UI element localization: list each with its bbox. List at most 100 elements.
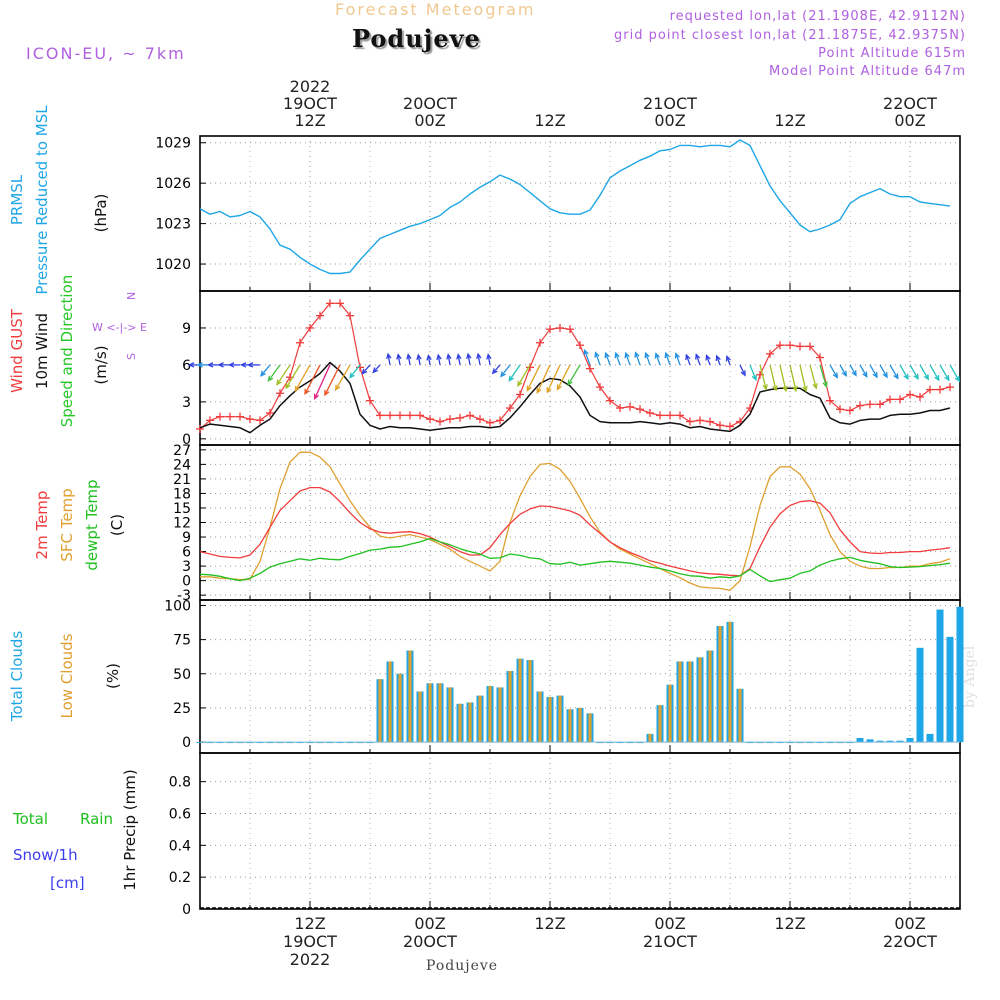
wind-arrow-head <box>725 355 731 362</box>
low-cloud-bar <box>508 671 512 743</box>
low-cloud-bar <box>538 691 542 743</box>
wind-arrow <box>716 355 721 366</box>
wind-arrow <box>645 352 651 366</box>
gust-marker <box>556 323 564 332</box>
low-cloud-bars <box>378 621 742 743</box>
wind-arrow-head <box>207 362 214 368</box>
gust-marker <box>606 396 614 405</box>
time-label-bottom: 00Z <box>654 914 685 933</box>
wind-arrow-head <box>294 385 301 392</box>
wind-arrow-head <box>508 375 514 382</box>
low-cloud-bar <box>588 713 592 743</box>
wind-arrow <box>909 364 919 380</box>
wind-arrow <box>899 364 909 380</box>
wind-arrow <box>839 364 847 377</box>
gust-marker <box>816 353 824 362</box>
wind-arrow-head <box>416 353 422 361</box>
wind-arrow <box>324 364 341 396</box>
low-cloud-bar <box>718 625 722 743</box>
gust-marker <box>256 416 264 425</box>
label-2m-temp: 2m Temp <box>33 491 51 560</box>
total-cloud-bar <box>896 740 904 743</box>
gust-marker <box>266 408 274 417</box>
wind-arrow-head <box>903 373 909 381</box>
y-tick-label: 50 <box>173 667 191 683</box>
gust-marker <box>376 411 384 420</box>
wind-arrow <box>260 364 271 377</box>
gust-marker <box>396 411 404 420</box>
gust-marker <box>276 389 284 398</box>
gust-marker <box>496 416 504 425</box>
gust-marker <box>246 415 254 424</box>
gust-marker <box>416 411 424 420</box>
wind-arrow <box>447 354 451 366</box>
wind-arrow <box>387 353 391 366</box>
wind-arrow <box>268 364 281 382</box>
wind-arrow <box>739 364 746 376</box>
gust-marker <box>936 385 944 394</box>
wind-arrow <box>889 364 899 379</box>
wind-arrow-head <box>361 368 368 375</box>
wind-arrow <box>625 352 631 366</box>
wind-arrow <box>695 354 701 366</box>
gust-marker <box>436 417 444 426</box>
wind-arrow <box>705 355 711 366</box>
gust-marker <box>336 299 344 308</box>
low-cloud-bar <box>398 673 402 743</box>
wind-arrow-head <box>772 385 778 392</box>
gust-marker <box>846 406 854 415</box>
gust-marker <box>776 341 784 350</box>
label-snow: Snow/1h <box>13 846 78 864</box>
time-label-top: 00Z <box>414 111 445 130</box>
gust-marker <box>656 411 664 420</box>
time-label-bottom: 00Z <box>894 914 925 933</box>
sfc-temp-line <box>200 451 951 591</box>
low-cloud-bar <box>518 658 522 743</box>
low-cloud-bar <box>498 687 502 743</box>
low-cloud-bar <box>468 702 472 743</box>
wind-arrow-head <box>812 383 818 390</box>
wind-arrow <box>859 364 868 377</box>
wind-arrow <box>655 353 661 366</box>
wind-arrow-head <box>893 373 899 380</box>
wind-arrow-head <box>349 372 355 379</box>
wind-arrow <box>427 355 431 366</box>
wind-arrow <box>949 364 960 382</box>
total-cloud-bar <box>936 609 944 743</box>
wind-arrow-head <box>695 353 701 360</box>
gust-marker <box>796 342 804 351</box>
y-tick-label: 3 <box>182 559 191 575</box>
wind-arrow <box>879 364 888 378</box>
gust-marker <box>526 363 534 372</box>
y-tick-label: 21 <box>173 472 191 488</box>
wind-arrow <box>584 350 591 366</box>
wind-arrow-head <box>567 379 573 386</box>
grid-point-coordinates: grid point closest lon,lat (21.1875E, 42… <box>614 28 966 43</box>
gust-marker <box>676 411 684 420</box>
wind-arrow <box>372 364 381 373</box>
gust-marker <box>856 401 864 410</box>
wind-arrow <box>829 364 838 378</box>
wind-arrow <box>437 354 441 366</box>
wind-arrow <box>349 364 361 378</box>
wind-arrow-head <box>285 383 291 390</box>
y-tick-label: 0.6 <box>169 806 191 822</box>
time-label-top: 20OCT <box>403 94 457 113</box>
wind-arrow-head <box>954 375 960 383</box>
wind-arrow-head <box>715 354 721 362</box>
low-cloud-bar <box>708 650 712 743</box>
wind-arrow <box>546 364 561 393</box>
y-tick-label: 1020 <box>155 257 191 273</box>
low-cloud-bar <box>548 696 552 743</box>
wind-arrow <box>567 364 581 386</box>
model-altitude: Model Point Altitude 647m <box>769 64 966 79</box>
label-pressure-msl: Pressure Reduced to MSL <box>33 105 51 295</box>
wind-arrow-head <box>624 351 630 359</box>
y-tick-label: 15 <box>173 501 191 517</box>
wind-arrow-head <box>386 352 392 360</box>
low-cloud-bar <box>418 691 422 743</box>
gust-marker <box>486 418 494 427</box>
low-cloud-bar <box>378 679 382 743</box>
time-label-top: 19OCT <box>283 94 337 113</box>
gust-marker <box>346 311 354 320</box>
